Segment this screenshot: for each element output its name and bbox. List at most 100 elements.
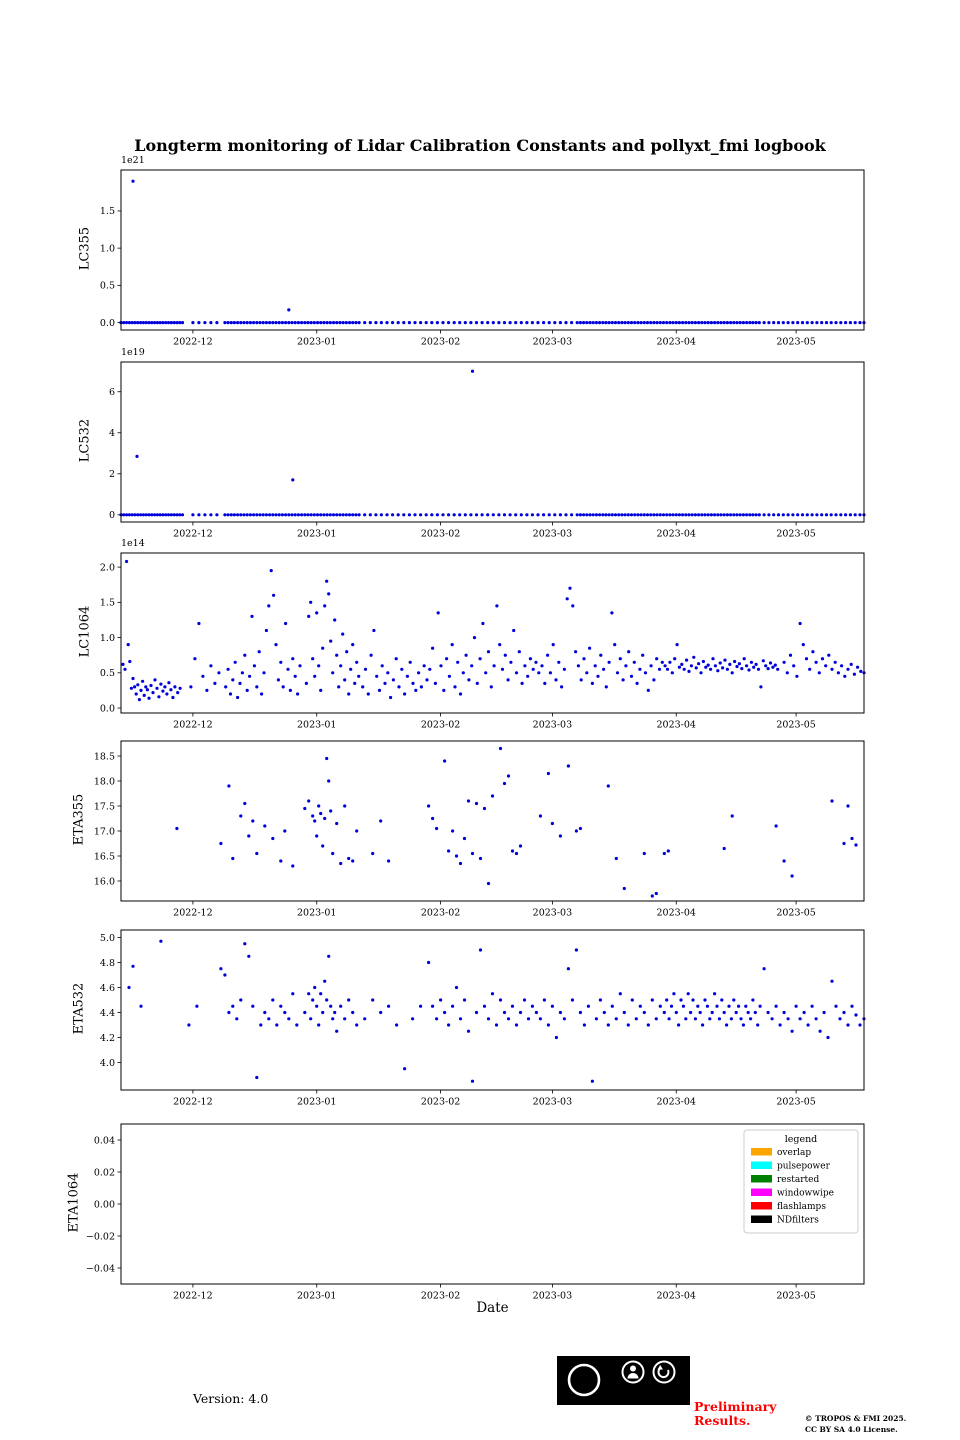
data-point xyxy=(834,1004,838,1008)
data-point xyxy=(333,1010,337,1015)
y-tick-label: 1.5 xyxy=(100,206,115,217)
data-point xyxy=(512,628,516,633)
data-point xyxy=(275,1023,279,1027)
data-point xyxy=(371,851,375,856)
data-point xyxy=(158,321,162,325)
data-point xyxy=(805,513,809,517)
x-tick-label: 2023-05 xyxy=(776,529,815,540)
data-point xyxy=(407,513,411,517)
data-point xyxy=(288,688,292,692)
data-point xyxy=(319,513,323,517)
data-point xyxy=(725,1023,729,1027)
data-point xyxy=(814,1017,818,1021)
data-point xyxy=(355,1023,359,1027)
x-tick-label: 2023-04 xyxy=(657,908,696,919)
data-point xyxy=(782,859,786,863)
data-point xyxy=(670,671,674,675)
data-point xyxy=(786,1017,790,1021)
data-point xyxy=(247,954,251,958)
data-point xyxy=(279,660,283,664)
data-point xyxy=(684,513,688,517)
data-point xyxy=(634,1017,638,1021)
data-point xyxy=(338,321,342,325)
data-point xyxy=(335,653,339,657)
data-point xyxy=(331,671,335,675)
data-point xyxy=(357,513,361,517)
y-tick-label: 0.04 xyxy=(94,1135,115,1146)
data-point xyxy=(175,513,179,517)
data-point xyxy=(560,685,564,689)
data-point xyxy=(209,321,213,325)
data-point xyxy=(725,667,730,671)
data-point xyxy=(298,664,302,668)
data-point xyxy=(313,674,317,678)
legend-box xyxy=(743,1129,859,1234)
data-point xyxy=(419,321,423,325)
data-point xyxy=(687,321,691,325)
data-point xyxy=(502,1010,507,1015)
data-point xyxy=(684,321,688,325)
data-point xyxy=(319,688,323,692)
data-point xyxy=(263,824,267,828)
data-point xyxy=(408,660,412,664)
data-point xyxy=(439,998,443,1002)
data-point xyxy=(354,321,358,325)
data-point xyxy=(159,682,163,686)
y-axis-label-eta1064: ETA1064 xyxy=(66,1172,82,1233)
x-tick-label: 2023-03 xyxy=(533,337,572,348)
data-point xyxy=(458,861,463,866)
data-point xyxy=(652,513,656,517)
data-point xyxy=(530,1004,534,1008)
data-point xyxy=(543,681,547,685)
data-point xyxy=(671,513,675,517)
axis-offset-text: 1e14 xyxy=(121,538,145,549)
data-point xyxy=(197,621,201,626)
data-point xyxy=(321,844,325,848)
data-point xyxy=(268,513,272,517)
axes-background xyxy=(121,553,864,713)
data-point xyxy=(351,643,355,647)
data-point xyxy=(722,513,726,517)
data-point xyxy=(317,804,321,808)
figure-title: Longterm monitoring of Lidar Calibration… xyxy=(134,136,826,155)
legend-swatch-restarted xyxy=(751,1175,772,1183)
data-point xyxy=(243,653,247,657)
data-point xyxy=(419,685,423,689)
data-point xyxy=(737,1004,741,1008)
data-point xyxy=(781,321,785,325)
data-point xyxy=(464,653,468,657)
data-point xyxy=(701,659,706,664)
data-point xyxy=(419,513,423,517)
data-point xyxy=(268,321,272,325)
data-point xyxy=(255,321,259,325)
axes-background xyxy=(121,170,864,330)
data-point xyxy=(546,1023,550,1027)
data-point xyxy=(264,513,268,517)
data-point xyxy=(385,321,389,325)
legend-label-flashlamps: flashlamps xyxy=(777,1202,826,1212)
data-point xyxy=(601,321,605,325)
data-point xyxy=(671,321,675,325)
data-point xyxy=(749,1017,753,1021)
data-point xyxy=(149,683,153,688)
data-point xyxy=(351,321,355,325)
data-point xyxy=(672,992,676,996)
y-tick-label: 0.5 xyxy=(100,668,115,679)
data-point xyxy=(389,695,393,700)
data-point xyxy=(734,1010,738,1015)
data-point xyxy=(680,662,684,666)
cc-logo-icon: cc xyxy=(567,1363,601,1397)
data-point xyxy=(531,667,535,671)
data-point xyxy=(231,678,235,682)
data-point xyxy=(796,321,800,325)
data-point xyxy=(752,665,756,669)
data-point xyxy=(632,660,636,664)
data-point xyxy=(642,1010,646,1015)
data-point xyxy=(338,513,342,517)
data-point xyxy=(351,513,355,517)
data-point xyxy=(732,321,736,325)
data-point xyxy=(517,650,521,654)
legend-swatch-windowwipe xyxy=(751,1188,772,1196)
data-point xyxy=(239,814,243,818)
data-point xyxy=(846,1023,850,1027)
